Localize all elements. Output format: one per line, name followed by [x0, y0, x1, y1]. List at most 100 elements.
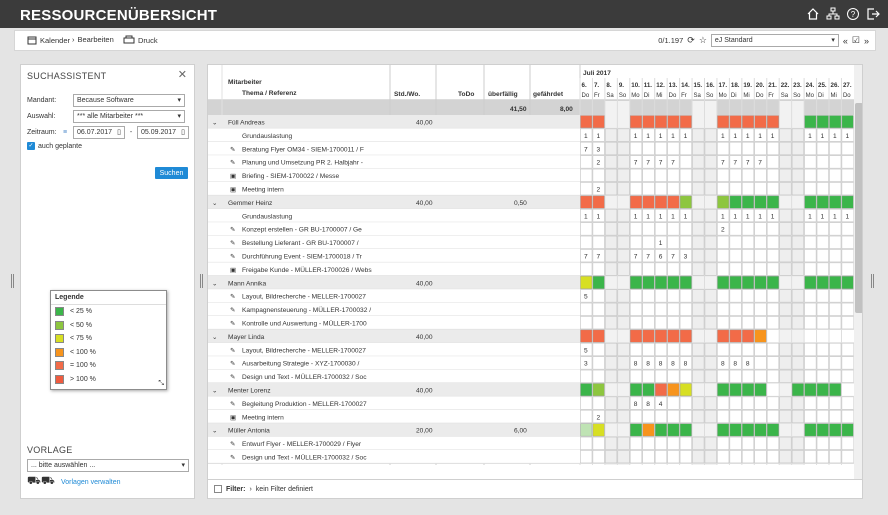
day-cell[interactable]: [791, 302, 804, 316]
task-row[interactable]: [208, 409, 580, 424]
day-cell[interactable]: [667, 262, 680, 276]
day-cell[interactable]: [692, 142, 705, 155]
day-cell[interactable]: [816, 262, 829, 276]
allocation-cell[interactable]: [816, 276, 829, 289]
day-cell[interactable]: [667, 436, 680, 450]
day-cell[interactable]: [779, 289, 792, 303]
day-cell[interactable]: [717, 235, 730, 249]
allocation-cell[interactable]: [742, 423, 754, 437]
day-cell[interactable]: [754, 436, 767, 450]
day-cell[interactable]: [630, 249, 642, 263]
day-cell[interactable]: [704, 155, 717, 169]
day-cell[interactable]: [692, 262, 705, 276]
day-cell[interactable]: [704, 302, 717, 316]
day-cell[interactable]: [717, 249, 730, 263]
day-cell[interactable]: [767, 289, 779, 303]
day-cell[interactable]: [704, 356, 717, 370]
day-cell[interactable]: [742, 316, 754, 330]
day-cell[interactable]: [791, 142, 804, 155]
allocation-cell[interactable]: [667, 423, 680, 437]
day-cell[interactable]: [791, 289, 804, 303]
day-cell[interactable]: [667, 302, 680, 316]
allocation-cell[interactable]: [717, 423, 730, 437]
day-cell[interactable]: [779, 209, 792, 222]
allocation-cell[interactable]: [841, 195, 854, 209]
day-cell[interactable]: [580, 235, 593, 249]
day-cell[interactable]: [704, 369, 717, 383]
day-cell[interactable]: [804, 450, 817, 464]
day-cell[interactable]: [717, 155, 730, 169]
allocation-cell[interactable]: [642, 423, 655, 437]
day-cell[interactable]: [592, 168, 605, 182]
day-cell[interactable]: [841, 343, 854, 356]
day-cell[interactable]: [655, 155, 667, 169]
day-cell[interactable]: [841, 155, 854, 169]
resize-icon[interactable]: ⤡: [158, 380, 164, 387]
day-cell[interactable]: [816, 168, 829, 182]
day-cell[interactable]: [742, 128, 754, 142]
day-cell[interactable]: [692, 289, 705, 303]
allocation-cell[interactable]: [717, 276, 730, 289]
day-cell[interactable]: [580, 168, 593, 182]
allocation-cell[interactable]: [841, 115, 854, 129]
day-cell[interactable]: [841, 436, 854, 450]
day-cell[interactable]: [742, 209, 754, 222]
day-cell[interactable]: [679, 316, 692, 330]
day-cell[interactable]: [816, 450, 829, 464]
day-cell[interactable]: [592, 209, 605, 222]
help-icon[interactable]: ?: [846, 7, 860, 21]
day-cell[interactable]: [742, 168, 754, 182]
day-cell[interactable]: [655, 142, 667, 155]
day-cell[interactable]: [630, 182, 642, 196]
day-cell[interactable]: [804, 262, 817, 276]
allocation-cell[interactable]: [679, 115, 692, 129]
day-cell[interactable]: [605, 262, 618, 276]
day-cell[interactable]: [841, 410, 854, 423]
day-cell[interactable]: [667, 222, 680, 236]
suchen-button[interactable]: Suchen: [155, 167, 188, 179]
allocation-cell[interactable]: [804, 383, 817, 397]
day-cell[interactable]: [679, 128, 692, 142]
allocation-cell[interactable]: [729, 115, 742, 129]
allocation-cell[interactable]: [580, 329, 593, 343]
day-cell[interactable]: [804, 168, 817, 182]
day-cell[interactable]: [829, 209, 842, 222]
day-cell[interactable]: [804, 142, 817, 155]
day-cell[interactable]: [804, 369, 817, 383]
day-cell[interactable]: [729, 356, 742, 370]
day-cell[interactable]: [829, 410, 842, 423]
day-cell[interactable]: [679, 142, 692, 155]
allocation-cell[interactable]: [592, 115, 605, 129]
day-cell[interactable]: [642, 316, 655, 330]
day-cell[interactable]: [841, 182, 854, 196]
day-cell[interactable]: [642, 168, 655, 182]
allocation-cell[interactable]: [655, 383, 667, 397]
day-cell[interactable]: [729, 128, 742, 142]
day-cell[interactable]: [642, 182, 655, 196]
day-cell[interactable]: [729, 316, 742, 330]
day-cell[interactable]: [642, 222, 655, 236]
allocation-cell[interactable]: [592, 383, 605, 397]
day-cell[interactable]: [592, 369, 605, 383]
day-cell[interactable]: [791, 222, 804, 236]
day-cell[interactable]: [704, 396, 717, 410]
day-cell[interactable]: [829, 369, 842, 383]
day-cell[interactable]: [729, 209, 742, 222]
day-cell[interactable]: [779, 249, 792, 263]
day-cell[interactable]: [605, 182, 618, 196]
day-cell[interactable]: [592, 182, 605, 196]
day-cell[interactable]: [580, 142, 593, 155]
day-cell[interactable]: [754, 182, 767, 196]
day-cell[interactable]: [679, 450, 692, 464]
allocation-cell[interactable]: [580, 276, 593, 289]
day-cell[interactable]: [742, 396, 754, 410]
task-row[interactable]: [208, 396, 580, 410]
day-cell[interactable]: [667, 369, 680, 383]
day-cell[interactable]: [779, 396, 792, 410]
day-cell[interactable]: [655, 369, 667, 383]
day-cell[interactable]: [580, 369, 593, 383]
day-cell[interactable]: [767, 168, 779, 182]
day-cell[interactable]: [667, 128, 680, 142]
day-cell[interactable]: [655, 436, 667, 450]
day-cell[interactable]: [841, 262, 854, 276]
